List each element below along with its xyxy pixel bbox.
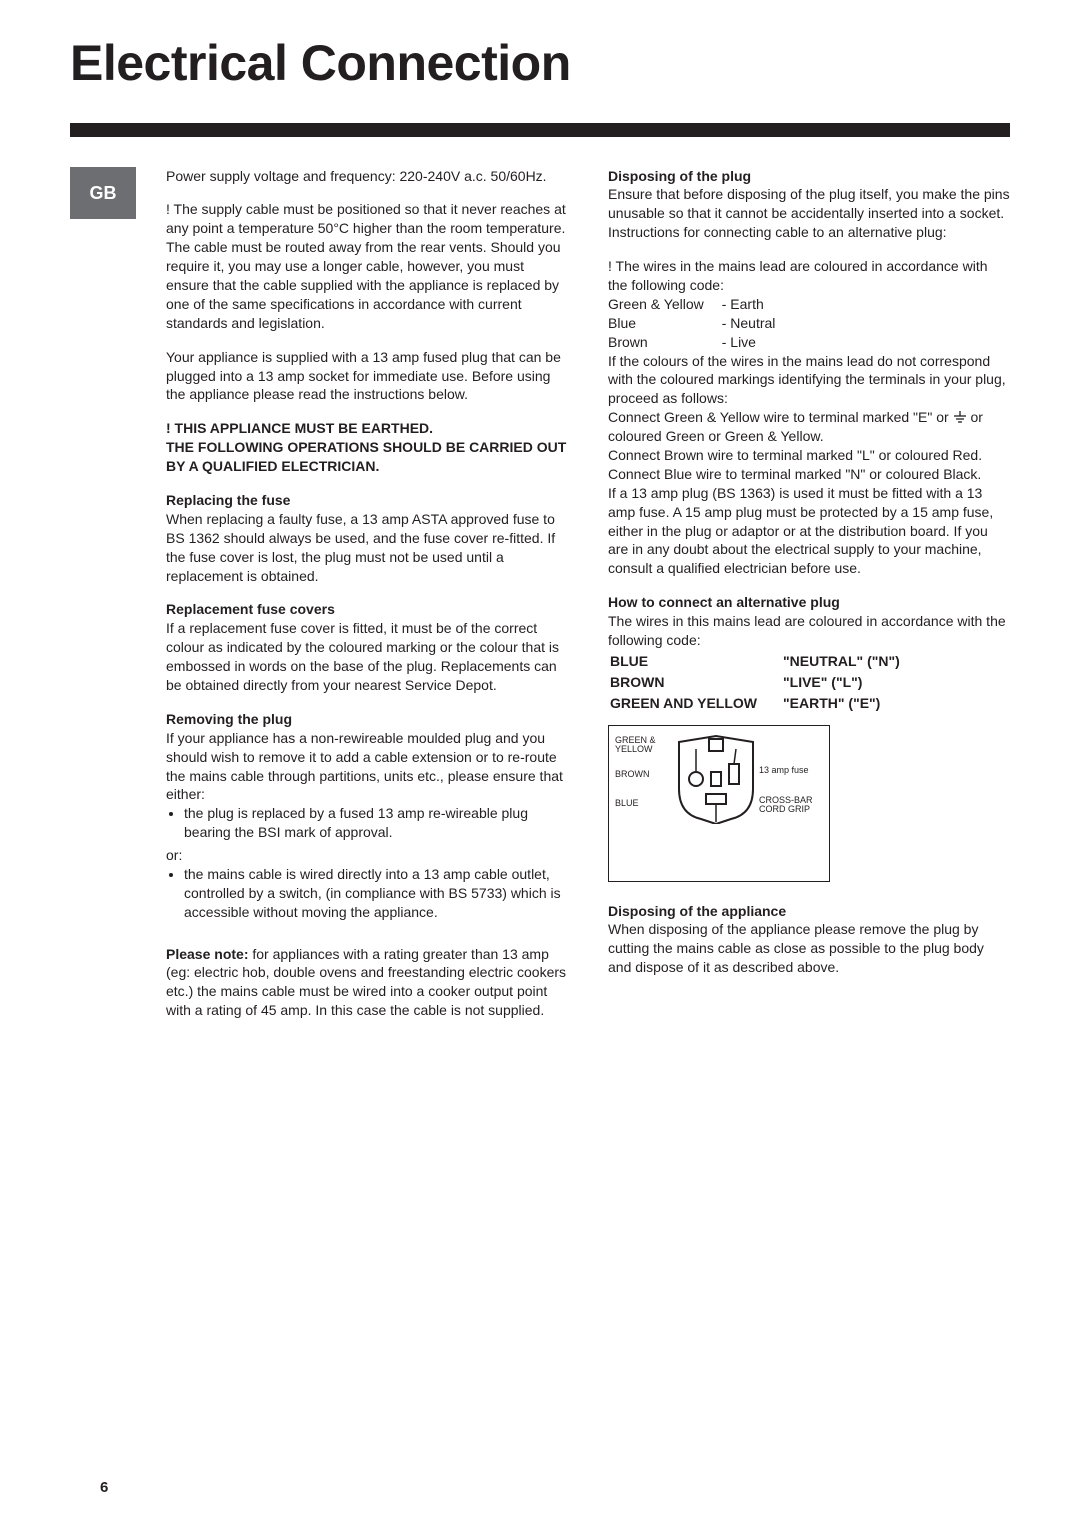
remove-plug-bullet-1: the plug is replaced by a fused 13 amp r…	[184, 804, 568, 842]
page-number: 6	[100, 1478, 108, 1498]
wires-body3: Connect Brown wire to terminal marked "L…	[608, 446, 1010, 465]
wires-body5: If a 13 amp plug (BS 1363) is used it mu…	[608, 484, 1010, 578]
table-row: Green & Yellow - Earth	[608, 295, 793, 314]
table-row: BROWN "LIVE" ("L")	[610, 673, 924, 692]
conn-colour: GREEN AND YELLOW	[610, 694, 781, 713]
please-note-heading: Please note:	[166, 946, 248, 962]
horizontal-divider	[70, 123, 1010, 137]
wire-role: - Earth	[722, 295, 794, 314]
alt-plug-heading: How to connect an alternative plug	[608, 594, 840, 610]
wire-colour: Brown	[608, 333, 722, 352]
table-row: Blue - Neutral	[608, 314, 793, 333]
remove-plug-intro: If your appliance has a non-rewireable m…	[166, 729, 568, 805]
dispose-appliance-body: When disposing of the appliance please r…	[608, 920, 1010, 977]
supplied-plug-note: Your appliance is supplied with a 13 amp…	[166, 348, 568, 405]
dispose-plug-heading: Disposing of the plug	[608, 168, 751, 184]
plug-wiring-diagram: GREEN & YELLOW BROWN BLUE 13 amp fuse CR…	[608, 725, 830, 882]
table-row: GREEN AND YELLOW "EARTH" ("E")	[610, 694, 924, 713]
connection-table: BLUE "NEUTRAL" ("N") BROWN "LIVE" ("L") …	[608, 650, 926, 715]
or-label: or:	[166, 846, 568, 865]
power-spec: Power supply voltage and frequency: 220-…	[166, 167, 568, 186]
dispose-plug-body: Ensure that before disposing of the plug…	[608, 185, 1010, 242]
remove-plug-bullet-2: the mains cable is wired directly into a…	[184, 865, 568, 922]
wires-intro: ! The wires in the mains lead are colour…	[608, 257, 1010, 295]
replace-covers-heading: Replacement fuse covers	[166, 601, 335, 617]
table-row: Brown - Live	[608, 333, 793, 352]
wires-body1: If the colours of the wires in the mains…	[608, 352, 1010, 409]
plug-icon	[671, 734, 761, 824]
diagram-label-green-yellow: GREEN & YELLOW	[615, 736, 656, 756]
diagram-label-blue: BLUE	[615, 799, 639, 809]
replace-fuse-heading: Replacing the fuse	[166, 492, 290, 508]
conn-role: "EARTH" ("E")	[783, 694, 924, 713]
language-badge: GB	[70, 167, 136, 219]
wires-body2: Connect Green & Yellow wire to terminal …	[608, 408, 1010, 446]
conn-colour: BROWN	[610, 673, 781, 692]
earth-icon	[953, 412, 967, 424]
wire-role: - Neutral	[722, 314, 794, 333]
wire-colour: Green & Yellow	[608, 295, 722, 314]
wire-colour: Blue	[608, 314, 722, 333]
wires-body2a: Connect Green & Yellow wire to terminal …	[608, 409, 953, 425]
please-note-paragraph: Please note: for appliances with a ratin…	[166, 945, 568, 1021]
table-row: BLUE "NEUTRAL" ("N")	[610, 652, 924, 671]
conn-role: "NEUTRAL" ("N")	[783, 652, 924, 671]
replace-covers-body: If a replacement fuse cover is fitted, i…	[166, 619, 568, 695]
earthed-warning-line1: ! THIS APPLIANCE MUST BE EARTHED.	[166, 420, 433, 436]
diagram-label-brown: BROWN	[615, 770, 650, 780]
wire-colour-table: Green & Yellow - Earth Blue - Neutral Br…	[608, 295, 793, 352]
diagram-label-fuse: 13 amp fuse	[759, 766, 809, 776]
earthed-warning-line2: THE FOLLOWING OPERATIONS SHOULD BE CARRI…	[166, 439, 566, 474]
alt-plug-intro: The wires in this mains lead are coloure…	[608, 612, 1010, 650]
conn-colour: BLUE	[610, 652, 781, 671]
remove-plug-heading: Removing the plug	[166, 711, 292, 727]
replace-fuse-body: When replacing a faulty fuse, a 13 amp A…	[166, 510, 568, 586]
dispose-appliance-heading: Disposing of the appliance	[608, 903, 786, 919]
wires-body4: Connect Blue wire to terminal marked "N"…	[608, 465, 1010, 484]
page-title: Electrical Connection	[70, 30, 1010, 98]
earthed-warning: ! THIS APPLIANCE MUST BE EARTHED. THE FO…	[166, 419, 568, 476]
wire-role: - Live	[722, 333, 794, 352]
supply-cable-note: ! The supply cable must be positioned so…	[166, 200, 568, 332]
left-column: Power supply voltage and frequency: 220-…	[166, 167, 568, 1036]
diagram-label-crossbar: CROSS-BAR CORD GRIP	[759, 796, 813, 816]
right-column: Disposing of the plug Ensure that before…	[608, 167, 1010, 1036]
conn-role: "LIVE" ("L")	[783, 673, 924, 692]
